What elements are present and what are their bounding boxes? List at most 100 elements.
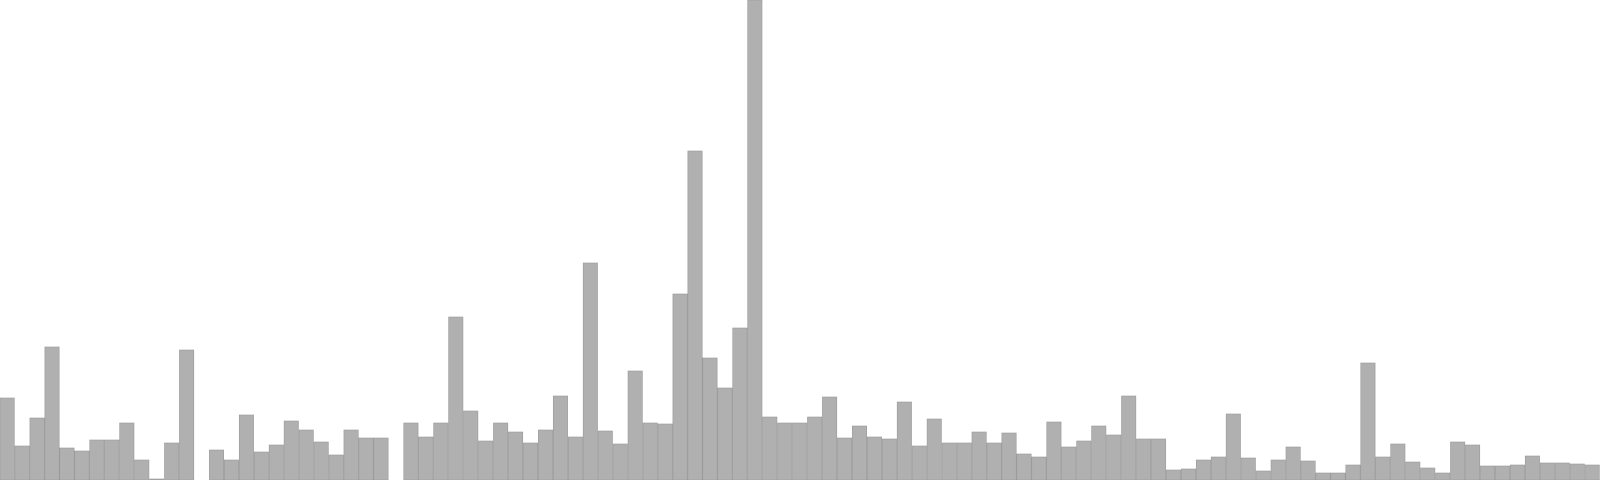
- bar: [1360, 362, 1376, 480]
- bar: [1091, 425, 1107, 480]
- bar: [1151, 438, 1167, 480]
- bar: [238, 414, 254, 480]
- bar: [134, 459, 150, 480]
- bar: [1016, 453, 1032, 480]
- bar: [1420, 467, 1436, 480]
- bar: [552, 395, 568, 480]
- bar: [403, 422, 419, 480]
- bar: [538, 429, 553, 480]
- bar: [1584, 464, 1600, 480]
- bar: [1465, 444, 1481, 480]
- bar: [1554, 462, 1570, 480]
- bar: [373, 437, 389, 480]
- bar: [418, 436, 434, 480]
- bar: [612, 443, 628, 480]
- bar: [448, 316, 464, 480]
- bar: [777, 422, 793, 480]
- bar: [687, 150, 703, 480]
- bar: [657, 423, 673, 480]
- bar: [956, 442, 972, 480]
- bar: [313, 441, 329, 480]
- bar: [1539, 462, 1555, 480]
- bar: [1001, 432, 1017, 480]
- bar: [1061, 446, 1077, 480]
- bar: [164, 442, 180, 480]
- bar: [358, 437, 374, 480]
- bar: [1524, 455, 1540, 480]
- bar: [1569, 463, 1585, 480]
- bar: [1509, 464, 1525, 480]
- bar: [672, 293, 688, 480]
- bar: [0, 397, 15, 480]
- bar: [1330, 472, 1346, 480]
- bar: [837, 437, 853, 480]
- bar: [822, 396, 838, 480]
- bar: [1255, 470, 1271, 480]
- bar: [807, 416, 823, 480]
- bar: [1106, 434, 1122, 480]
- bar: [1136, 438, 1152, 480]
- bar: [986, 442, 1002, 480]
- bar: [1495, 465, 1510, 480]
- bar: [14, 445, 30, 480]
- bar: [1345, 464, 1361, 480]
- bar: [1375, 456, 1391, 480]
- bar: [911, 445, 927, 480]
- bar: [896, 401, 912, 480]
- bar: [1450, 441, 1466, 480]
- bar: [283, 420, 299, 480]
- bar: [29, 417, 45, 480]
- bar: [463, 410, 479, 480]
- bar: [224, 459, 239, 480]
- bar: [1480, 465, 1496, 480]
- bar: [1195, 459, 1211, 480]
- bar: [792, 422, 808, 480]
- bar: [926, 418, 942, 480]
- bar: [1405, 461, 1421, 480]
- bar: [1166, 469, 1182, 480]
- bar: [1225, 413, 1241, 480]
- bar: [74, 450, 90, 480]
- bar: [119, 422, 135, 480]
- bar: [732, 327, 748, 480]
- bar: [1435, 472, 1451, 480]
- bar: [508, 431, 524, 480]
- bar: [89, 439, 105, 480]
- bar: [717, 387, 733, 480]
- bar: [881, 438, 897, 480]
- bar: [1210, 456, 1226, 480]
- bar: [852, 425, 867, 480]
- bar: [1390, 443, 1406, 480]
- bar: [253, 451, 269, 480]
- bar: [747, 0, 763, 480]
- bar: [702, 357, 718, 480]
- bar: [567, 436, 583, 480]
- bar: [866, 436, 882, 480]
- bar: [1315, 472, 1331, 480]
- bar: [433, 422, 449, 480]
- bar: [478, 440, 494, 480]
- bar: [44, 346, 60, 480]
- bar: [1300, 460, 1316, 480]
- bar: [627, 370, 643, 480]
- bar: [971, 431, 987, 480]
- bar: [1121, 395, 1137, 480]
- bar: [597, 430, 613, 480]
- bar: [59, 447, 75, 480]
- bar: [1181, 468, 1196, 480]
- bar: [298, 429, 314, 480]
- bar: [209, 449, 225, 480]
- bar: [493, 422, 509, 480]
- bar: [343, 429, 359, 480]
- bar: [1270, 459, 1286, 480]
- bar: [104, 439, 120, 480]
- bar: [762, 416, 778, 480]
- bar: [1240, 457, 1256, 480]
- bar: [642, 422, 658, 480]
- bar: [328, 454, 344, 480]
- bar: [179, 349, 195, 480]
- bar: [1076, 440, 1092, 480]
